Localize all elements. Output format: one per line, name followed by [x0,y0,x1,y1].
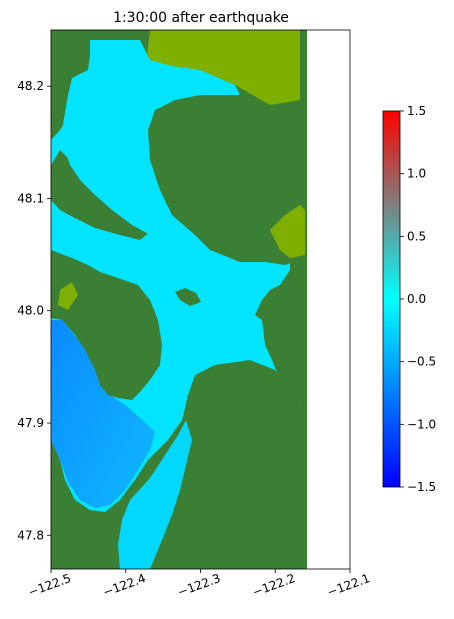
y-tick-label: 48.1 [17,191,44,205]
colorbar-tick-label: 0.0 [407,292,426,306]
land-west-peninsula [51,250,162,400]
x-tick-label: −122.3 [176,571,223,599]
colorbar-axis: −1.5 −1.0 −0.5 0.0 0.5 1.0 1.5 [400,104,436,494]
x-axis: −122.5 −122.4 −122.3 −122.2 −122.1 [26,569,372,599]
water-northwest-arm [62,95,160,240]
colorbar [382,110,401,488]
shore-fringe-north [145,30,300,105]
y-tick-label: 47.9 [17,416,44,430]
y-axis: 47.8 47.9 48.0 48.1 48.2 [17,79,51,542]
colorbar-tick-label: 1.0 [407,167,426,181]
chart-title: 1:30:00 after earthquake [113,10,289,26]
x-tick-label: −122.1 [325,571,372,599]
x-tick-label: −122.4 [101,571,148,599]
x-tick-label: −122.5 [26,571,73,599]
water-south-channel [118,420,192,569]
colorbar-tick-label: −1.5 [407,480,436,494]
shore-fringe-east [270,205,305,258]
colorbar-tick-label: 1.5 [407,104,426,118]
island-central [175,288,201,306]
y-tick-label: 48.2 [17,79,44,93]
heatmap-image [51,30,307,569]
x-tick-label: −122.2 [251,571,298,599]
land-southeast [160,372,305,569]
colorbar-tick-label: −0.5 [407,355,436,369]
y-tick-label: 47.8 [17,528,44,542]
land-east [255,258,305,410]
colorbar-tick-label: 0.5 [407,229,426,243]
colorbar-tick-label: −1.0 [407,417,436,431]
y-tick-label: 48.0 [17,304,44,318]
water-southwest [51,320,155,508]
shore-fringe-west [58,282,78,310]
